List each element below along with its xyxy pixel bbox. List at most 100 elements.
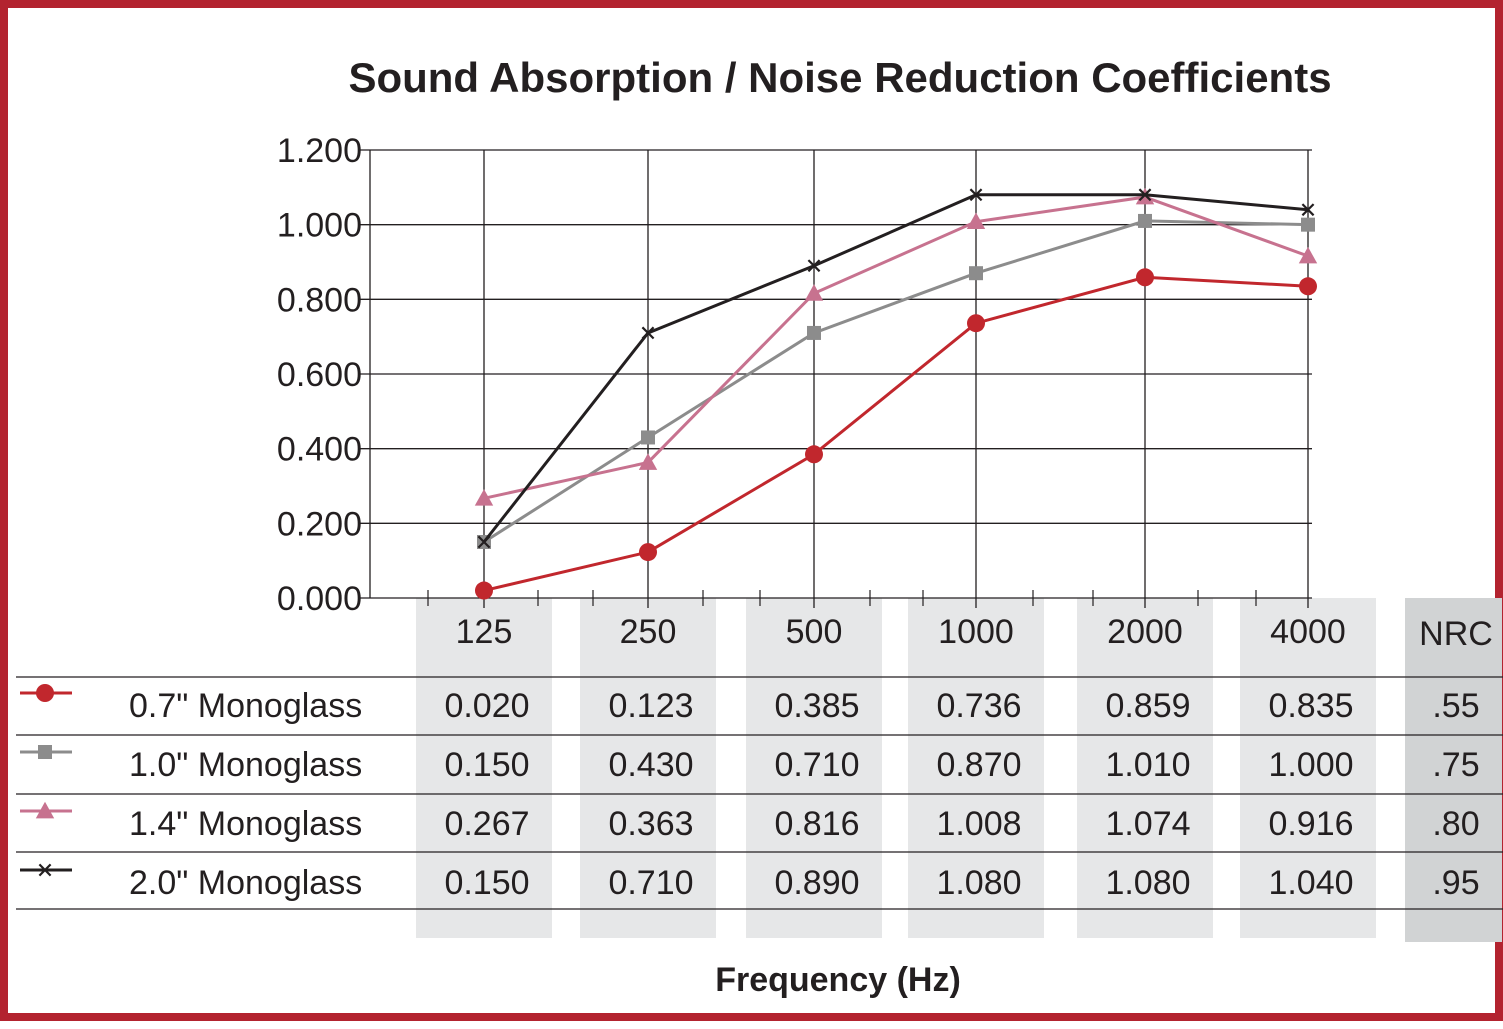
legend-swatch (20, 863, 72, 877)
table-cell: 0.816 (774, 805, 859, 843)
point-marker-square (807, 325, 821, 340)
column-band-1000 (908, 598, 1044, 938)
point-marker-x (38, 863, 52, 877)
table-cell: 0.430 (608, 746, 693, 784)
column-band-4000 (1240, 598, 1376, 938)
point-marker-x (1138, 188, 1152, 202)
series-1 (475, 268, 1317, 600)
series-2 (477, 213, 1315, 549)
point-marker-square (641, 430, 655, 445)
table-cell: 0.150 (444, 746, 529, 784)
x-tick-label: 250 (620, 613, 677, 651)
column-band-250 (580, 598, 716, 938)
point-marker-square (38, 745, 52, 759)
y-tick-label: 0.000 (277, 580, 362, 618)
table-row: 1.4" Monoglass 0.267 0.363 0.816 1.008 1.074 0… (20, 801, 1480, 843)
legend-swatch (20, 801, 72, 819)
point-marker-triangle (804, 284, 824, 301)
point-marker-circle (967, 314, 985, 333)
table-cell: 1.074 (1105, 805, 1190, 843)
series-name: 1.0" Monoglass (129, 746, 362, 784)
nrc-header: NRC (1419, 615, 1493, 653)
point-marker-square (1138, 213, 1152, 228)
point-marker-triangle (474, 489, 494, 506)
column-bands (416, 598, 1502, 942)
point-marker-circle (639, 543, 657, 562)
table-cell: 1.008 (936, 805, 1021, 843)
table-row: 1.0" Monoglass 0.150 0.430 0.710 0.870 1.010 1… (20, 745, 1480, 784)
y-tick-label: 1.000 (277, 207, 362, 245)
data-table: 125 250 500 1000 2000 4000 NRC 0.7" Monoglass 0.… (16, 613, 1503, 910)
point-marker-circle (1136, 268, 1154, 287)
y-tick-label: 1.200 (277, 132, 362, 170)
point-marker-triangle (35, 801, 55, 819)
table-cell: 1.080 (1105, 864, 1190, 902)
x-tick-label: 2000 (1107, 613, 1183, 651)
nrc-column-band (1405, 598, 1502, 942)
x-tick-label: 4000 (1270, 613, 1346, 651)
series-line (483, 195, 1309, 500)
y-tick-label: 0.800 (277, 281, 362, 319)
chart: 0.000 0.200 0.400 0.600 0.800 1.000 1.200 125 2… (16, 54, 1503, 999)
nrc-cell: .75 (1432, 746, 1479, 784)
point-marker-square (1301, 217, 1315, 232)
point-marker-triangle (638, 453, 658, 470)
point-marker-circle (1299, 277, 1317, 296)
series-line (483, 219, 1309, 544)
point-marker-circle (36, 684, 54, 702)
series-line (482, 193, 1309, 543)
point-marker-x (477, 535, 491, 549)
point-marker-square (969, 266, 983, 281)
plot-grid (358, 149, 1312, 608)
table-cell: 0.710 (608, 864, 693, 902)
x-tick-label: 125 (456, 613, 513, 651)
table-cell: 0.870 (936, 746, 1021, 784)
legend-swatch (20, 684, 72, 702)
table-cell: 1.010 (1105, 746, 1190, 784)
series-lines (474, 187, 1318, 600)
y-tick-label: 0.600 (277, 356, 362, 394)
point-marker-x (969, 188, 983, 202)
series-name: 2.0" Monoglass (129, 864, 362, 902)
point-marker-triangle (1298, 246, 1318, 264)
nrc-cell: .95 (1432, 864, 1479, 902)
series-name: 0.7" Monoglass (129, 687, 362, 725)
table-cell: 0.710 (774, 746, 859, 784)
table-cell: 1.000 (1268, 746, 1353, 784)
nrc-cell: .80 (1432, 805, 1479, 843)
point-marker-triangle (966, 212, 986, 230)
table-cell: 0.835 (1268, 687, 1353, 725)
nrc-cell: .55 (1432, 687, 1479, 725)
series-3 (474, 187, 1318, 506)
table-cell: 1.040 (1268, 864, 1353, 902)
table-cell: 0.020 (444, 687, 529, 725)
column-band-2000 (1077, 598, 1213, 938)
series-4 (477, 188, 1315, 549)
point-marker-circle (475, 581, 493, 600)
x-tick-label: 1000 (938, 613, 1014, 651)
series-line (483, 275, 1309, 592)
table-cell: 0.150 (444, 864, 529, 902)
y-axis-ticks: 0.000 0.200 0.400 0.600 0.800 1.000 1.200 (277, 132, 362, 618)
y-tick-label: 0.400 (277, 431, 362, 469)
legend-swatch (20, 745, 72, 759)
table-cell: 0.385 (774, 687, 859, 725)
table-row: 2.0" Monoglass 0.150 0.710 0.890 1.080 1.080 1… (20, 863, 1480, 902)
x-axis-label: Frequency (Hz) (715, 961, 961, 999)
point-marker-x (1301, 203, 1315, 217)
table-cell: 0.267 (444, 805, 529, 843)
point-marker-x (641, 326, 655, 340)
series-name: 1.4" Monoglass (129, 805, 362, 843)
table-cell: 0.890 (774, 864, 859, 902)
chart-title: Sound Absorption / Noise Reduction Coeff… (348, 54, 1331, 101)
table-cell: 0.859 (1105, 687, 1190, 725)
x-tick-label: 500 (786, 613, 843, 651)
table-cell: 0.916 (1268, 805, 1353, 843)
table-row: 0.7" Monoglass 0.020 0.123 0.385 0.736 0.859 0… (20, 684, 1480, 725)
point-marker-x (807, 259, 821, 273)
column-band-125 (416, 598, 552, 938)
table-cell: 0.123 (608, 687, 693, 725)
column-band-500 (746, 598, 882, 938)
point-marker-circle (805, 445, 823, 464)
